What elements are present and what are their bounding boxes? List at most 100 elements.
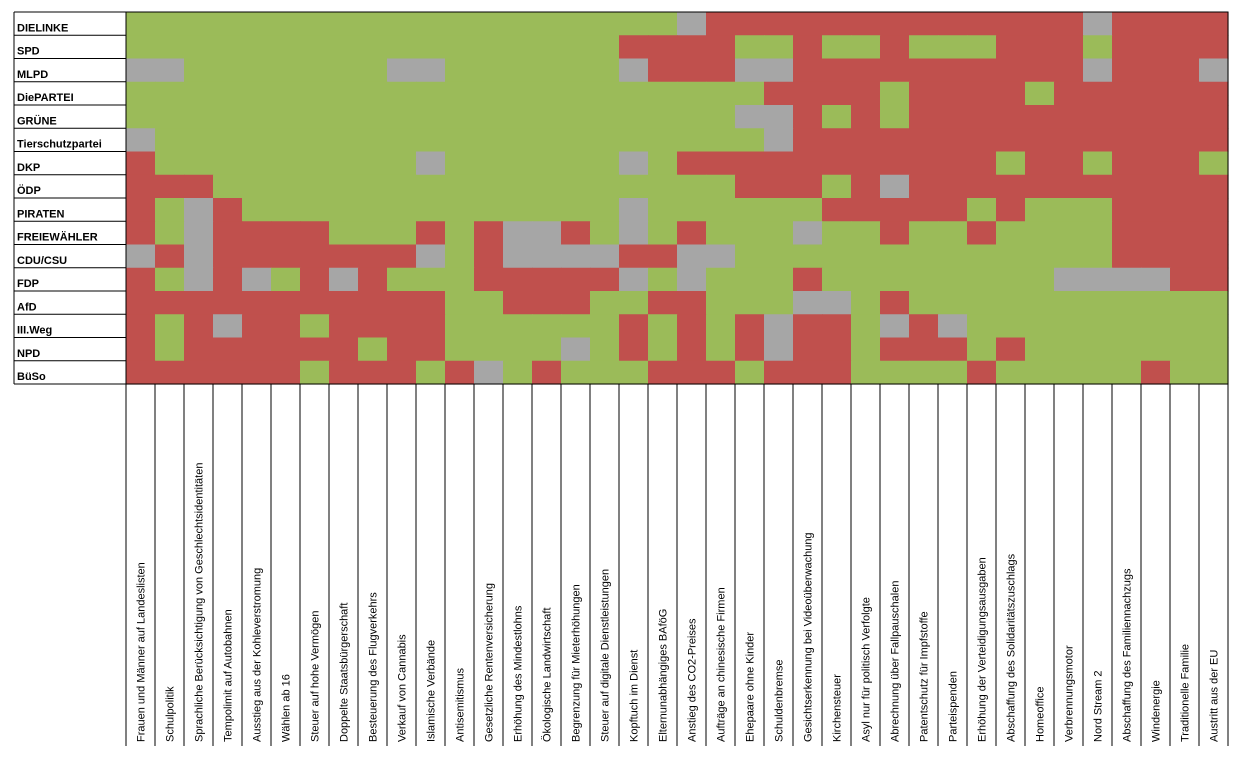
heatmap-cell xyxy=(300,244,330,269)
heatmap-cell xyxy=(184,174,214,199)
heatmap-cell xyxy=(909,291,939,315)
heatmap-cell xyxy=(1025,360,1055,385)
heatmap-cell xyxy=(387,314,417,339)
heatmap-cell xyxy=(358,128,388,153)
heatmap-cell xyxy=(1199,291,1229,315)
heatmap-cell xyxy=(880,151,910,176)
heatmap-cell xyxy=(822,198,852,222)
heatmap-cell xyxy=(532,337,562,362)
heatmap-cell xyxy=(126,244,156,269)
heatmap-cell xyxy=(184,151,214,176)
heatmap-cell xyxy=(561,314,591,339)
heatmap-cell xyxy=(416,35,446,60)
heatmap-cell xyxy=(880,360,910,385)
heatmap-cell xyxy=(503,105,533,129)
heatmap-cell xyxy=(648,151,678,176)
heatmap-cell xyxy=(184,12,214,36)
heatmap-cell xyxy=(213,128,243,153)
heatmap-cell xyxy=(938,105,968,129)
party-label: CDU/CSU xyxy=(17,255,67,267)
topic-label: Begrenzung für Mieterhöhungen xyxy=(571,584,583,742)
heatmap-cell xyxy=(503,12,533,36)
heatmap-cell xyxy=(1141,267,1171,292)
heatmap-cell xyxy=(851,174,881,199)
topic-label: Kirchensteuer xyxy=(832,674,844,742)
heatmap-cell xyxy=(387,174,417,199)
heatmap-cell xyxy=(880,174,910,199)
heatmap-cell xyxy=(996,151,1026,176)
heatmap-cell xyxy=(735,267,765,292)
heatmap-cell xyxy=(880,337,910,362)
heatmap-cell xyxy=(126,81,156,106)
heatmap-cell xyxy=(271,291,301,315)
topic-label: Ehepaare ohne Kinder xyxy=(745,632,757,742)
topic-label: Gesetzliche Rentenversicherung xyxy=(484,583,496,742)
heatmap-cell xyxy=(793,221,823,246)
heatmap-cell xyxy=(677,198,707,222)
heatmap-cell xyxy=(300,337,330,362)
heatmap-cell xyxy=(909,151,939,176)
heatmap-cell xyxy=(242,314,272,339)
heatmap-cell xyxy=(155,128,185,153)
heatmap-cell xyxy=(387,221,417,246)
heatmap-cell xyxy=(706,174,736,199)
heatmap-cell xyxy=(126,360,156,385)
heatmap-cell xyxy=(1141,360,1171,385)
heatmap-cell xyxy=(155,360,185,385)
heatmap-cell xyxy=(996,337,1026,362)
heatmap-cell xyxy=(271,244,301,269)
heatmap-cell xyxy=(967,291,997,315)
heatmap-cell xyxy=(358,35,388,60)
heatmap-cell xyxy=(735,337,765,362)
heatmap-cell xyxy=(590,35,620,60)
heatmap-cell xyxy=(938,337,968,362)
heatmap-cell xyxy=(242,267,272,292)
heatmap-cell xyxy=(996,128,1026,153)
heatmap-cell xyxy=(155,58,185,83)
topic-label: Tempolimit auf Autobahnen xyxy=(223,609,235,742)
heatmap-cell xyxy=(329,81,359,106)
heatmap-cell xyxy=(1025,81,1055,106)
heatmap-cell xyxy=(822,128,852,153)
party-label: DKP xyxy=(17,162,40,174)
heatmap-cell xyxy=(967,314,997,339)
heatmap-cell xyxy=(996,221,1026,246)
heatmap-cell xyxy=(300,198,330,222)
heatmap-cell xyxy=(416,105,446,129)
heatmap-cell xyxy=(358,314,388,339)
heatmap-cell xyxy=(474,337,504,362)
heatmap-cell xyxy=(271,128,301,153)
heatmap-cell xyxy=(764,81,794,106)
heatmap-cell xyxy=(1141,81,1171,106)
heatmap-cell xyxy=(155,151,185,176)
heatmap-cell xyxy=(735,174,765,199)
heatmap-cell xyxy=(1054,128,1084,153)
heatmap-cell xyxy=(619,337,649,362)
heatmap-cell xyxy=(561,221,591,246)
heatmap-cell xyxy=(474,58,504,83)
heatmap-cell xyxy=(532,105,562,129)
heatmap-cell xyxy=(735,58,765,83)
heatmap-cell xyxy=(619,221,649,246)
heatmap-cell xyxy=(822,12,852,36)
heatmap-cell xyxy=(996,291,1026,315)
heatmap-cell xyxy=(242,128,272,153)
heatmap-cell xyxy=(1083,291,1113,315)
heatmap-cell xyxy=(1141,105,1171,129)
heatmap-cell xyxy=(1199,221,1229,246)
heatmap-cell xyxy=(445,35,475,60)
heatmap-cell xyxy=(329,267,359,292)
topic-label: Erhöhung der Verteidigungsausgaben xyxy=(977,557,989,742)
heatmap-cell xyxy=(764,267,794,292)
heatmap-cell xyxy=(445,105,475,129)
topic-label: Parteispenden xyxy=(948,671,960,742)
heatmap-cell xyxy=(532,128,562,153)
heatmap-cell xyxy=(532,314,562,339)
heatmap-cell xyxy=(329,105,359,129)
heatmap-cell xyxy=(561,12,591,36)
heatmap-cell xyxy=(445,244,475,269)
heatmap-cell xyxy=(1054,174,1084,199)
heatmap-cell xyxy=(851,81,881,106)
heatmap-cell xyxy=(1112,360,1142,385)
heatmap-cell xyxy=(300,174,330,199)
